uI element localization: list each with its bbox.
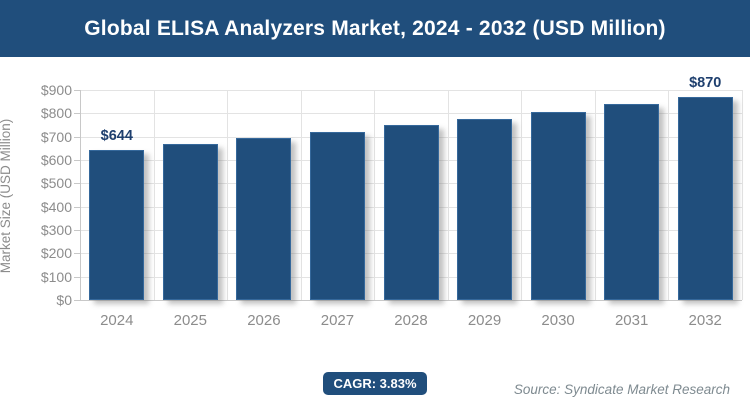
y-tick-label: $300 xyxy=(40,222,72,238)
gridline-vertical xyxy=(594,90,596,300)
gridline-vertical xyxy=(374,90,376,300)
x-tick-label-2026: 2026 xyxy=(247,312,281,329)
x-tick-label-2025: 2025 xyxy=(173,312,207,329)
bar-2027 xyxy=(309,131,365,300)
x-axis-line xyxy=(80,300,742,301)
y-tick-label: $500 xyxy=(40,175,72,192)
bar-2028 xyxy=(383,125,439,300)
x-tick-label-2029: 2029 xyxy=(467,312,502,329)
bar-2031 xyxy=(604,104,660,300)
y-tick-mark xyxy=(74,90,80,91)
bar-value-label: $644 xyxy=(100,127,133,144)
bar-2032 xyxy=(677,97,733,300)
gridline-vertical xyxy=(742,90,743,300)
gridline-vertical xyxy=(447,90,449,300)
plot-area: $644 $870 xyxy=(80,75,743,301)
source-text: Source: Syndicate Market Research xyxy=(513,382,730,397)
y-tick-label: $100 xyxy=(40,268,72,285)
gridline-vertical xyxy=(521,90,523,300)
x-tick-label-2032: 2032 xyxy=(688,312,722,329)
x-tick-label-2030: 2030 xyxy=(541,312,575,329)
y-axis-line xyxy=(80,90,81,300)
bar-value-label: $870 xyxy=(689,75,722,91)
y-tick-mark xyxy=(74,160,80,161)
bar-2030 xyxy=(530,111,586,300)
gridline-vertical xyxy=(300,90,302,300)
bar-2029 xyxy=(457,118,513,300)
chart-title-bar: Global ELISA Analyzers Market, 2024 - 20… xyxy=(0,0,750,57)
y-tick-label: $200 xyxy=(40,245,72,262)
y-tick-mark xyxy=(74,206,80,208)
y-tick-label: $700 xyxy=(40,128,72,145)
y-tick-mark xyxy=(74,276,80,278)
bar-2025 xyxy=(162,143,218,300)
gridline-horizontal xyxy=(80,113,742,115)
y-tick-label: $600 xyxy=(40,152,72,168)
cagr-badge: CAGR: 3.83% xyxy=(323,372,427,395)
y-tick-label: $0 xyxy=(56,292,72,308)
x-tick-label-2027: 2027 xyxy=(320,312,355,329)
gridline-vertical xyxy=(227,90,229,300)
y-tick-mark xyxy=(74,136,80,138)
x-tick-label-2031: 2031 xyxy=(614,312,649,329)
gridline-vertical xyxy=(668,90,670,300)
y-tick-mark xyxy=(74,183,80,185)
chart-area: Market Size (USD Million) $0 $100 $200 $300… xyxy=(0,57,750,347)
y-tick-mark xyxy=(74,253,80,255)
y-tick-mark xyxy=(74,230,80,231)
y-tick-mark xyxy=(74,300,80,301)
x-tick-label-2024: 2024 xyxy=(100,312,134,329)
chart-title: Global ELISA Analyzers Market, 2024 - 20… xyxy=(84,16,666,40)
y-tick-mark xyxy=(74,113,80,115)
y-tick-label: $800 xyxy=(40,105,72,122)
bar-2024 xyxy=(89,149,145,300)
x-tick-label-2028: 2028 xyxy=(394,312,428,329)
y-tick-label: $900 xyxy=(40,82,72,98)
gridline-horizontal xyxy=(80,90,742,91)
gridline-vertical xyxy=(153,90,155,300)
bar-2026 xyxy=(236,138,292,300)
y-tick-label: $400 xyxy=(40,198,72,215)
